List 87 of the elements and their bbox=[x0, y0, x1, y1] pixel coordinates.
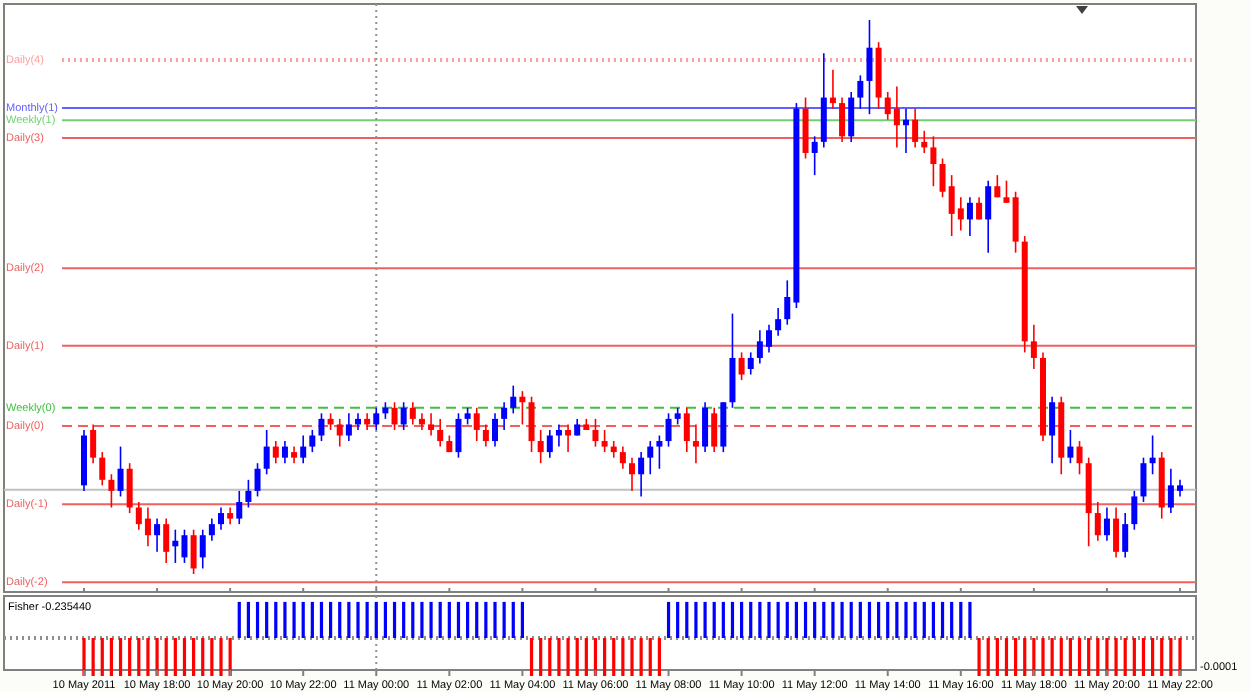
candlestick bbox=[309, 429, 316, 453]
candlestick bbox=[729, 312, 736, 409]
candlestick bbox=[437, 418, 444, 448]
candlestick bbox=[492, 412, 498, 448]
candlestick bbox=[318, 412, 325, 442]
candlestick bbox=[683, 407, 690, 453]
candlestick bbox=[555, 423, 562, 448]
candlestick bbox=[172, 528, 179, 564]
candlestick bbox=[665, 412, 672, 448]
candlestick bbox=[117, 445, 124, 498]
candlestick bbox=[281, 440, 288, 464]
candlestick bbox=[811, 135, 818, 176]
candlestick bbox=[692, 423, 699, 464]
candlestick bbox=[592, 418, 599, 448]
candlestick bbox=[428, 412, 435, 437]
candlestick bbox=[656, 434, 663, 470]
candlestick bbox=[510, 384, 517, 415]
candlestick bbox=[829, 69, 836, 110]
candlestick bbox=[409, 401, 416, 426]
candlestick bbox=[1131, 490, 1138, 531]
candlestick bbox=[802, 96, 809, 160]
candlestick bbox=[985, 179, 992, 254]
candlestick bbox=[903, 107, 909, 154]
candlestick bbox=[702, 401, 709, 453]
candlestick bbox=[930, 135, 937, 187]
candlestick bbox=[400, 401, 407, 431]
candlestick bbox=[1012, 190, 1019, 254]
candlestick bbox=[848, 91, 855, 143]
candlestick bbox=[263, 429, 270, 476]
candlestick bbox=[345, 412, 352, 442]
candlestick bbox=[373, 407, 380, 431]
candlestick bbox=[629, 456, 635, 492]
candlestick bbox=[126, 462, 133, 514]
candlestick bbox=[1003, 179, 1010, 204]
candlestick bbox=[601, 429, 608, 453]
candlestick bbox=[455, 412, 462, 459]
candlestick bbox=[893, 85, 900, 149]
candlestick bbox=[912, 107, 919, 149]
candlestick bbox=[1067, 429, 1074, 464]
candlestick bbox=[236, 490, 243, 525]
candlestick bbox=[391, 401, 398, 431]
candlestick bbox=[300, 434, 307, 464]
candlestick bbox=[1103, 506, 1110, 542]
candlestick bbox=[720, 401, 727, 453]
candlestick bbox=[473, 407, 480, 442]
candlestick bbox=[839, 96, 846, 143]
candlestick bbox=[208, 517, 215, 542]
candlestick bbox=[966, 196, 973, 237]
candlestick bbox=[254, 462, 261, 498]
candlestick bbox=[1049, 395, 1056, 464]
candlestick bbox=[272, 440, 279, 464]
candlestick bbox=[144, 506, 151, 548]
candlestick bbox=[747, 351, 754, 376]
candlestick bbox=[90, 423, 97, 464]
candlestick bbox=[921, 130, 928, 154]
candlestick bbox=[775, 307, 782, 337]
candlestick bbox=[1030, 323, 1037, 370]
candlestick bbox=[537, 429, 544, 464]
candlestick bbox=[99, 451, 106, 487]
candlestick bbox=[711, 407, 718, 453]
candlestick bbox=[619, 445, 626, 470]
candlestick bbox=[336, 418, 343, 448]
candlestick bbox=[1076, 440, 1083, 476]
candlestick bbox=[638, 451, 645, 498]
candlestick bbox=[154, 517, 161, 553]
candlestick bbox=[519, 390, 526, 426]
candlestick bbox=[820, 52, 827, 149]
candlestick bbox=[866, 19, 873, 115]
candlestick bbox=[1113, 506, 1120, 559]
candlestick bbox=[199, 528, 206, 570]
candlestick bbox=[1140, 456, 1147, 503]
candlestick bbox=[218, 506, 224, 531]
candlestick bbox=[163, 517, 170, 564]
candlestick bbox=[857, 74, 864, 110]
candlestick bbox=[1122, 512, 1129, 559]
candlestick bbox=[738, 351, 745, 381]
candlestick bbox=[528, 395, 535, 453]
candlestick bbox=[190, 528, 197, 575]
candlestick bbox=[565, 423, 572, 453]
candlestick bbox=[1094, 501, 1101, 542]
candlestick bbox=[501, 401, 508, 431]
candlestick bbox=[546, 429, 553, 459]
candlestick bbox=[245, 479, 252, 509]
candlestick bbox=[108, 473, 115, 509]
candlestick bbox=[1149, 434, 1156, 476]
candlestick bbox=[647, 440, 654, 476]
candlestick bbox=[482, 423, 489, 448]
